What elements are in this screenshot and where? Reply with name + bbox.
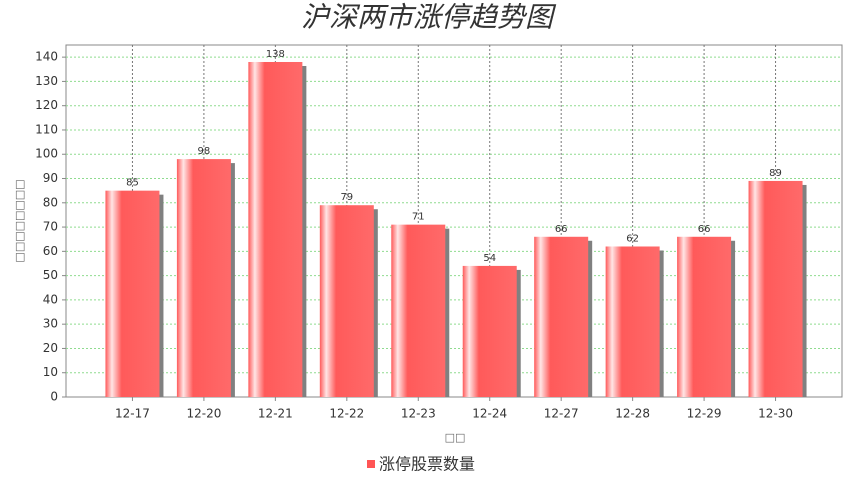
x-tick-label: 12-29 — [687, 407, 722, 421]
bar — [462, 265, 517, 397]
bar — [534, 236, 589, 397]
y-tick-label: 50 — [43, 268, 58, 282]
value-label: 66 — [698, 224, 711, 235]
y-tick-label: 40 — [43, 292, 58, 306]
bar — [105, 190, 160, 397]
x-tick-label: 12-17 — [115, 407, 150, 421]
x-tick-label: 12-28 — [615, 407, 650, 421]
value-label: 85 — [126, 178, 139, 189]
y-tick-label: 130 — [35, 74, 58, 88]
bar — [605, 246, 660, 397]
y-tick-label: 110 — [35, 122, 58, 136]
value-label: 138 — [266, 49, 285, 60]
y-tick-label: 70 — [43, 220, 58, 234]
y-tick-label: 90 — [43, 171, 58, 185]
value-label: 98 — [198, 146, 211, 157]
x-tick-label: 12-20 — [186, 407, 221, 421]
legend-swatch — [367, 460, 375, 468]
legend-label: 涨停股票数量 — [379, 455, 475, 474]
x-tick-label: 12-30 — [758, 407, 793, 421]
y-tick-label: 100 — [35, 147, 58, 161]
x-axis-label: □□ — [445, 431, 466, 444]
y-tick-label: 10 — [43, 365, 58, 379]
y-tick-label: 30 — [43, 317, 58, 331]
x-tick-label: 12-22 — [329, 407, 364, 421]
y-tick-label: 60 — [43, 244, 58, 258]
y-tick-label: 0 — [50, 390, 58, 404]
y-tick-label: 140 — [35, 50, 58, 64]
value-label: 79 — [340, 192, 353, 203]
x-tick-label: 12-27 — [544, 407, 579, 421]
value-label: 71 — [412, 212, 425, 223]
y-tick-label: 80 — [43, 195, 58, 209]
bar — [248, 61, 303, 397]
value-label: 89 — [769, 168, 782, 179]
x-tick-label: 12-23 — [401, 407, 436, 421]
value-label: 66 — [555, 224, 568, 235]
x-tick-label: 12-24 — [472, 407, 507, 421]
y-tick-label: 120 — [35, 98, 58, 112]
y-tick-label: 20 — [43, 341, 58, 355]
value-label: 54 — [483, 253, 496, 264]
y-axis-label: □□□□□□□□ — [13, 179, 26, 262]
bar — [319, 205, 374, 397]
x-tick-label: 12-21 — [258, 407, 293, 421]
value-label: 62 — [626, 233, 639, 244]
bar — [677, 236, 732, 397]
bar — [748, 180, 803, 397]
bar — [176, 159, 231, 397]
chart-title: 沪深两市涨停趋势图 — [301, 1, 557, 34]
bar — [391, 224, 446, 397]
